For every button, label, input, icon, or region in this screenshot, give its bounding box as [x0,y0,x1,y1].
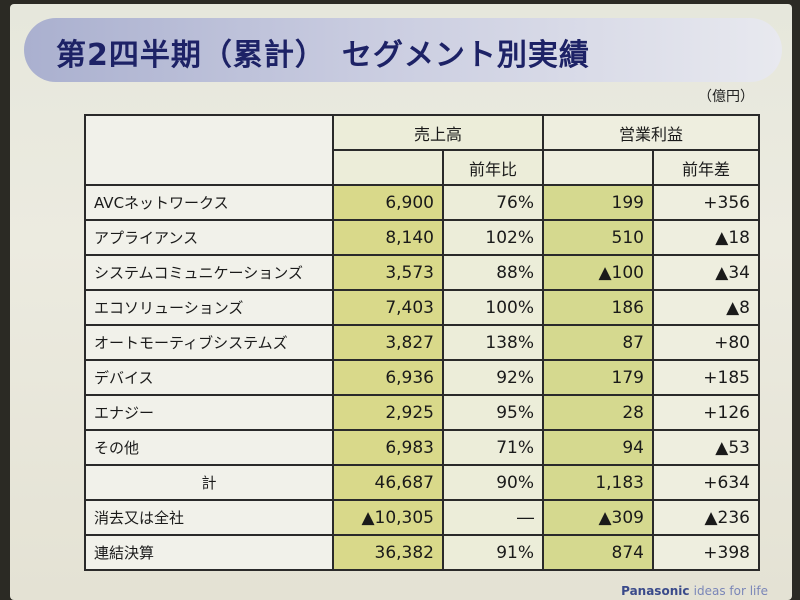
row-label: 消去又は全社 [84,499,334,536]
diff-cell: +185 [652,359,760,396]
diff-cell: ▲8 [652,289,760,326]
diff-cell: +356 [652,184,760,221]
yoy-cell: 91% [442,534,544,571]
sales-cell: 6,983 [332,429,444,466]
header-operating-profit: 営業利益 [542,114,760,151]
sales-cell: ▲10,305 [332,499,444,536]
diff-cell: +634 [652,464,760,501]
table-row: AVCネットワークス 6,900 76% 199 +356 [84,184,760,221]
sales-cell: 6,936 [332,359,444,396]
operating-profit-cell: ▲309 [542,499,654,536]
operating-profit-cell: 28 [542,394,654,431]
slide: 第2四半期（累計） セグメント別実績 （億円） 売上高 営業利益 前年比 前年差… [10,4,792,600]
diff-cell: +126 [652,394,760,431]
segment-results-table: 売上高 営業利益 前年比 前年差 AVCネットワークス 6,900 76% 199 +3… [84,114,760,571]
table-row: エコソリューションズ 7,403 100% 186 ▲8 [84,289,760,326]
sales-cell: 8,140 [332,219,444,256]
sales-cell: 3,827 [332,324,444,361]
yoy-cell: 92% [442,359,544,396]
row-label: エコソリューションズ [84,289,334,326]
operating-profit-cell: 87 [542,324,654,361]
diff-cell: +80 [652,324,760,361]
table-row: オートモーティブシステムズ 3,827 138% 87 +80 [84,324,760,361]
row-label: エナジー [84,394,334,431]
diff-cell: ▲18 [652,219,760,256]
operating-profit-cell: 510 [542,219,654,256]
brand-name: Panasonic [621,584,690,598]
diff-cell: +398 [652,534,760,571]
yoy-cell: 100% [442,289,544,326]
header-sales: 売上高 [332,114,544,151]
row-label: 連結決算 [84,534,334,571]
diff-cell: ▲236 [652,499,760,536]
header-yoy: 前年比 [442,149,544,186]
row-label: その他 [84,429,334,466]
operating-profit-cell: 874 [542,534,654,571]
diff-cell: ▲34 [652,254,760,291]
sales-cell: 6,900 [332,184,444,221]
table-row: エナジー 2,925 95% 28 +126 [84,394,760,431]
header-op-sub [542,149,654,186]
unit-label: （億円） [698,89,754,105]
brand-logo: Panasonic ideas for life [621,584,768,598]
yoy-cell: 138% [442,324,544,361]
sales-cell: 7,403 [332,289,444,326]
sales-cell: 36,382 [332,534,444,571]
row-label: アプライアンス [84,219,334,256]
yoy-cell: 95% [442,394,544,431]
row-label: システムコミュニケーションズ [84,254,334,291]
operating-profit-cell: 179 [542,359,654,396]
operating-profit-cell: 1,183 [542,464,654,501]
row-label: デバイス [84,359,334,396]
sales-cell: 3,573 [332,254,444,291]
sales-cell: 46,687 [332,464,444,501]
slide-title: 第2四半期（累計） セグメント別実績 [56,38,590,73]
operating-profit-cell: ▲100 [542,254,654,291]
brand-tagline: ideas for life [693,584,768,598]
table-row: 計 46,687 90% 1,183 +634 [84,464,760,501]
table-row: 消去又は全社 ▲10,305 ― ▲309 ▲236 [84,499,760,536]
table-row: 連結決算 36,382 91% 874 +398 [84,534,760,571]
row-label: AVCネットワークス [84,184,334,221]
yoy-cell: ― [442,499,544,536]
operating-profit-cell: 94 [542,429,654,466]
header-blank [84,114,334,186]
header-sales-sub [332,149,444,186]
yoy-cell: 71% [442,429,544,466]
title-bar [24,18,782,82]
diff-cell: ▲53 [652,429,760,466]
table-row: システムコミュニケーションズ 3,573 88% ▲100 ▲34 [84,254,760,291]
table-row: その他 6,983 71% 94 ▲53 [84,429,760,466]
row-label: オートモーティブシステムズ [84,324,334,361]
row-label: 計 [84,464,334,501]
yoy-cell: 76% [442,184,544,221]
table-row: アプライアンス 8,140 102% 510 ▲18 [84,219,760,256]
yoy-cell: 90% [442,464,544,501]
operating-profit-cell: 186 [542,289,654,326]
sales-cell: 2,925 [332,394,444,431]
yoy-cell: 102% [442,219,544,256]
operating-profit-cell: 199 [542,184,654,221]
table-row: デバイス 6,936 92% 179 +185 [84,359,760,396]
header-diff: 前年差 [652,149,760,186]
yoy-cell: 88% [442,254,544,291]
